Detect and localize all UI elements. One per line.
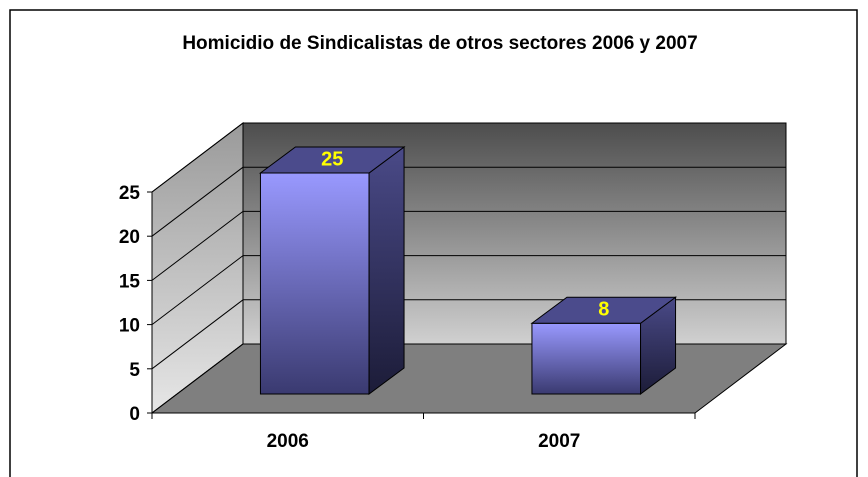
bar-front	[531, 322, 642, 395]
y-tick-label: 15	[119, 271, 141, 292]
grid-line	[151, 211, 244, 281]
grid-line	[151, 166, 244, 237]
border	[9, 9, 858, 477]
bar-top	[258, 146, 406, 174]
x-tick-label: 2007	[538, 431, 580, 452]
grid-line	[151, 122, 244, 193]
x-tick-label: 2006	[267, 431, 309, 452]
chart-title: Homicidio de Sindicalistas de otros sect…	[182, 33, 698, 54]
grid-line	[151, 299, 244, 370]
y-tick-label: 20	[119, 227, 140, 248]
grid-line	[151, 343, 244, 414]
data-label: 8	[598, 299, 609, 321]
data-label: 25	[321, 148, 343, 170]
bar-front	[259, 172, 370, 395]
y-tick-label: 5	[129, 360, 140, 381]
floor	[150, 343, 788, 414]
y-tick-label: 25	[119, 183, 141, 204]
grid-line	[151, 255, 244, 325]
y-tick-label: 10	[119, 316, 140, 337]
bar-top	[530, 296, 678, 324]
bar-side	[368, 146, 405, 395]
y-tick-label: 0	[129, 404, 140, 425]
